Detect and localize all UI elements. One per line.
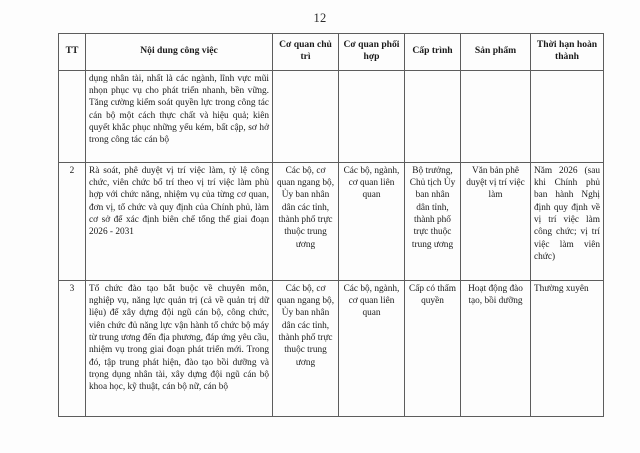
task-table: TT Nội dung công việc Cơ quan chủ trì Cơ…: [58, 33, 604, 417]
table-header-row: TT Nội dung công việc Cơ quan chủ trì Cơ…: [58, 33, 604, 71]
cell-chu-tri: Các bộ, cơ quan ngang bộ, Ủy ban nhân dâ…: [272, 279, 339, 417]
cell-tt: 2: [58, 161, 86, 281]
column-header-cap-trinh: Cấp trình: [404, 33, 461, 71]
cell-phoi-hop: Các bộ, ngành, cơ quan liên quan: [338, 279, 405, 417]
table-row: 3 Tổ chức đào tạo bắt buộc về chuyên môn…: [58, 279, 604, 417]
cell-noi-dung: Rà soát, phê duyệt vị trí việc làm, tỷ l…: [85, 161, 273, 281]
table-body: dụng nhân tài, nhất là các ngành, lĩnh v…: [58, 69, 604, 417]
cell-phoi-hop: Các bộ, ngành, cơ quan liên quan: [338, 161, 405, 281]
cell-san-pham: Văn bản phê duyệt vị trí việc làm: [460, 161, 531, 281]
column-header-noi-dung: Nội dung công việc: [85, 33, 273, 71]
page-number: 12: [313, 11, 327, 25]
cell-phoi-hop: [338, 69, 405, 163]
cell-san-pham: [460, 69, 531, 163]
column-header-tt: TT: [58, 33, 86, 71]
table-row: dụng nhân tài, nhất là các ngành, lĩnh v…: [58, 69, 604, 163]
task-table-container: TT Nội dung công việc Cơ quan chủ trì Cơ…: [58, 33, 604, 417]
cell-noi-dung: dụng nhân tài, nhất là các ngành, lĩnh v…: [85, 69, 273, 163]
cell-chu-tri: Các bộ, cơ quan ngang bộ, Ủy ban nhân dâ…: [272, 161, 339, 281]
cell-cap-trinh: Cấp có thẩm quyền: [404, 279, 461, 417]
cell-tt: 3: [58, 279, 86, 417]
column-header-chu-tri: Cơ quan chủ trì: [272, 33, 339, 71]
cell-san-pham: Hoạt động đào tạo, bồi dưỡng: [460, 279, 531, 417]
column-header-thoi-han: Thời hạn hoàn thành: [530, 33, 604, 71]
cell-noi-dung: Tổ chức đào tạo bắt buộc về chuyên môn, …: [85, 279, 273, 417]
cell-cap-trinh: Bộ trưởng, Chủ tịch Ủy ban nhân dân tỉnh…: [404, 161, 461, 281]
column-header-phoi-hop: Cơ quan phối hợp: [338, 33, 405, 71]
cell-thoi-han: Năm 2026 (sau khi Chính phủ ban hành Ngh…: [530, 161, 604, 281]
cell-thoi-han: Thường xuyên: [530, 279, 604, 417]
cell-chu-tri: [272, 69, 339, 163]
cell-thoi-han: [530, 69, 604, 163]
table-header: TT Nội dung công việc Cơ quan chủ trì Cơ…: [58, 33, 604, 71]
cell-cap-trinh: [404, 69, 461, 163]
cell-tt: [58, 69, 86, 163]
table-row: 2 Rà soát, phê duyệt vị trí việc làm, tỷ…: [58, 161, 604, 281]
column-header-san-pham: Sản phẩm: [460, 33, 531, 71]
